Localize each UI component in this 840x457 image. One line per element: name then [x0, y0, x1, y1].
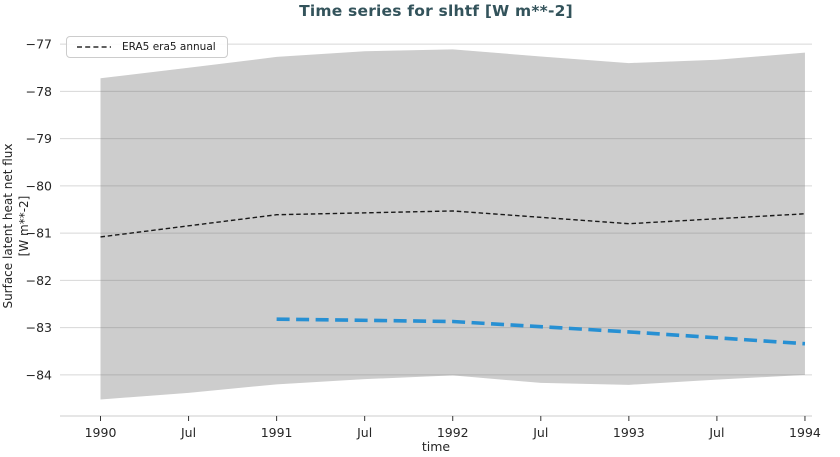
y-tick-label: −81 [26, 226, 52, 241]
x-tick-label: Jul [532, 425, 548, 440]
x-tick-label: 1990 [85, 425, 117, 440]
legend-entry-label: ERA5 era5 annual [122, 41, 216, 53]
x-tick-label: 1992 [437, 425, 469, 440]
x-tick-label: Jul [708, 425, 724, 440]
x-axis-label: time [421, 439, 451, 454]
legend: ERA5 era5 annual [66, 36, 228, 58]
y-tick-label: −79 [26, 131, 52, 146]
x-tick-label: 1993 [613, 425, 645, 440]
x-tick-label: 1991 [261, 425, 293, 440]
y-tick-label: −82 [26, 273, 52, 288]
y-tick-label: −77 [26, 37, 52, 52]
x-tick-label: Jul [356, 425, 372, 440]
x-tick-label: Jul [180, 425, 196, 440]
chart-title: Time series for slhtf [W m**-2] [299, 2, 573, 20]
x-tick-label: 1994 [789, 425, 821, 440]
secondary-series-line [276, 317, 806, 346]
uncertainty-band [100, 49, 805, 400]
y-tick-label: −83 [26, 320, 52, 335]
legend-dashed-line-sample [77, 46, 111, 48]
y-tick-label: −84 [26, 367, 52, 382]
y-tick-label: −80 [26, 178, 52, 193]
y-tick-label: −78 [26, 84, 52, 99]
era5-annual-line [100, 210, 805, 238]
